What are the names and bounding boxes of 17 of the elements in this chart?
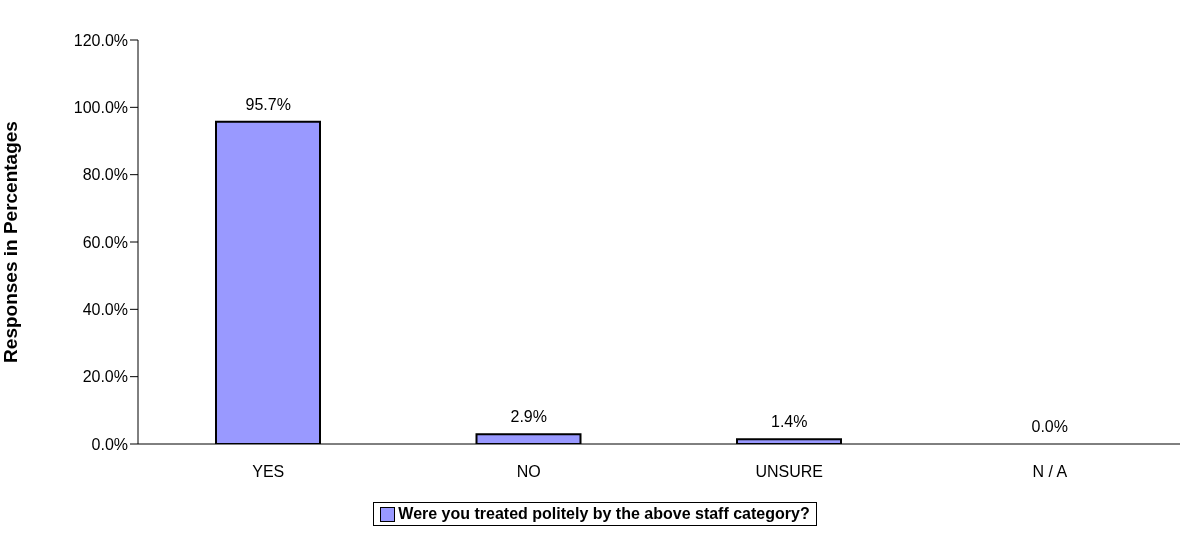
data-label: 0.0% [1031, 418, 1068, 435]
y-tick-label: 0.0% [91, 435, 128, 453]
data-label: 1.4% [771, 413, 808, 431]
y-tick-label: 60.0% [82, 233, 128, 251]
x-tick-label: YES [252, 463, 285, 481]
x-tick-label: UNSURE [755, 463, 824, 481]
data-label: 2.9% [510, 408, 547, 426]
x-tick-label: NO [516, 463, 541, 481]
data-label: 95.7% [245, 95, 291, 113]
y-tick-label: 80.0% [82, 166, 128, 184]
y-tick-label: 40.0% [82, 301, 128, 319]
y-tick-label: 100.0% [73, 99, 128, 117]
y-tick-label: 120.0% [73, 31, 128, 49]
legend-label: Were you treated politely by the above staff category? [398, 505, 810, 523]
y-tick-label: 20.0% [82, 368, 128, 386]
x-tick-label: N / A [1032, 463, 1068, 481]
y-axis-title: Responses in Percentages [0, 121, 21, 363]
